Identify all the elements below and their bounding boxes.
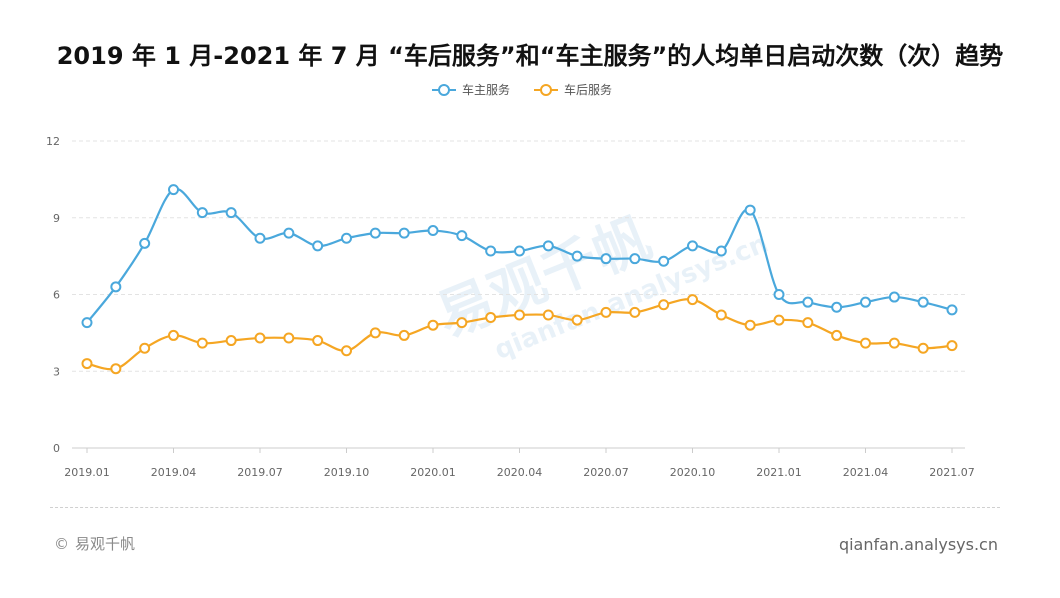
data-point [860,296,871,308]
watermark: 易观千帆 qianfan.analysys.cn [428,206,773,366]
data-point [398,329,410,341]
legend: 车主服务 车后服务 [432,82,612,97]
y-tick-label: 9 [53,212,60,225]
data-point [888,291,900,303]
data-point [600,306,612,318]
data-point [514,245,525,257]
data-point [254,332,266,344]
data-point [744,319,756,331]
data-point [485,245,497,257]
data-point [196,337,208,349]
x-tick-label: 2020.07 [583,466,629,479]
copyright-icon: © [54,534,69,553]
data-point [946,304,958,316]
series-car-owner-service [81,184,958,329]
data-point [110,363,122,375]
data-point [687,240,698,252]
legend-marker [540,84,552,96]
data-point [658,299,670,311]
series-aftermarket-service [81,294,958,375]
data-point [629,253,641,265]
data-point [225,207,237,219]
series-layer [81,184,958,375]
data-point [312,240,324,252]
data-point [802,317,814,329]
data-point [427,319,439,331]
data-point [341,232,352,244]
y-tick-label: 0 [53,442,60,455]
legend-marker [438,84,450,96]
x-tick-label: 2021.01 [756,466,802,479]
data-point [831,301,843,313]
data-point [687,294,698,306]
data-point [888,337,900,349]
data-point [715,245,727,257]
legend-label: 车主服务 [462,82,510,97]
data-point [81,358,93,370]
data-point [427,225,439,237]
x-tick-label: 2020.04 [497,466,543,479]
x-axis: 2019.01 2019.04 2019.07 2019.10 2020.01 2020.… [64,447,975,479]
y-tick-label: 6 [53,289,60,302]
data-point [110,281,122,293]
data-point [341,345,352,357]
footer-brand: © 易观千帆 [54,533,135,554]
data-point [485,312,497,324]
data-point [81,317,93,329]
data-point [168,329,179,341]
data-point [917,296,929,308]
data-point [773,314,785,326]
y-tick-label: 12 [46,135,60,148]
data-point [254,232,266,244]
data-point [542,309,554,321]
x-tick-label: 2019.04 [151,466,197,479]
y-axis: 0 3 6 9 12 [46,135,60,455]
data-point [542,240,554,252]
data-point [600,253,612,265]
data-point [744,204,756,216]
data-point [225,335,237,347]
data-point [946,340,958,352]
data-point [283,332,295,344]
data-point [139,237,151,249]
x-tick-label: 2019.01 [64,466,110,479]
data-point [629,306,641,318]
x-tick-label: 2020.10 [670,466,716,479]
x-tick-label: 2021.04 [843,466,889,479]
legend-label: 车后服务 [564,82,612,97]
data-point [139,342,151,354]
line-chart: 易观千帆 qianfan.analysys.cn 车主服务 车后服务 0 3 6 9 12… [46,82,975,479]
data-point [369,227,381,239]
data-point [831,329,843,341]
x-tick-label: 2019.07 [237,466,283,479]
data-point [283,227,295,239]
data-point [773,289,785,300]
data-point [571,314,583,326]
data-point [398,227,410,239]
x-tick-label: 2019.10 [324,466,370,479]
x-tick-label: 2021.07 [929,466,975,479]
footer-url: qianfan.analysys.cn [838,535,998,554]
brand-name: 易观千帆 [75,535,136,553]
chart-title: 2019 年 1 月-2021 年 7 月 “车后服务”和“车主服务”的人均单日… [56,42,1004,70]
data-point [571,250,583,262]
data-point [312,335,324,347]
data-point [658,255,670,267]
data-point [514,309,525,321]
footer-divider [50,507,1000,508]
data-point [917,342,929,354]
data-point [715,309,727,321]
y-tick-label: 3 [53,365,60,378]
data-point [196,207,208,219]
data-point [860,337,871,349]
data-point [369,327,381,339]
data-point [456,317,468,329]
x-tick-label: 2020.01 [410,466,456,479]
data-point [456,230,468,242]
data-point [802,296,814,308]
data-point [168,184,179,196]
